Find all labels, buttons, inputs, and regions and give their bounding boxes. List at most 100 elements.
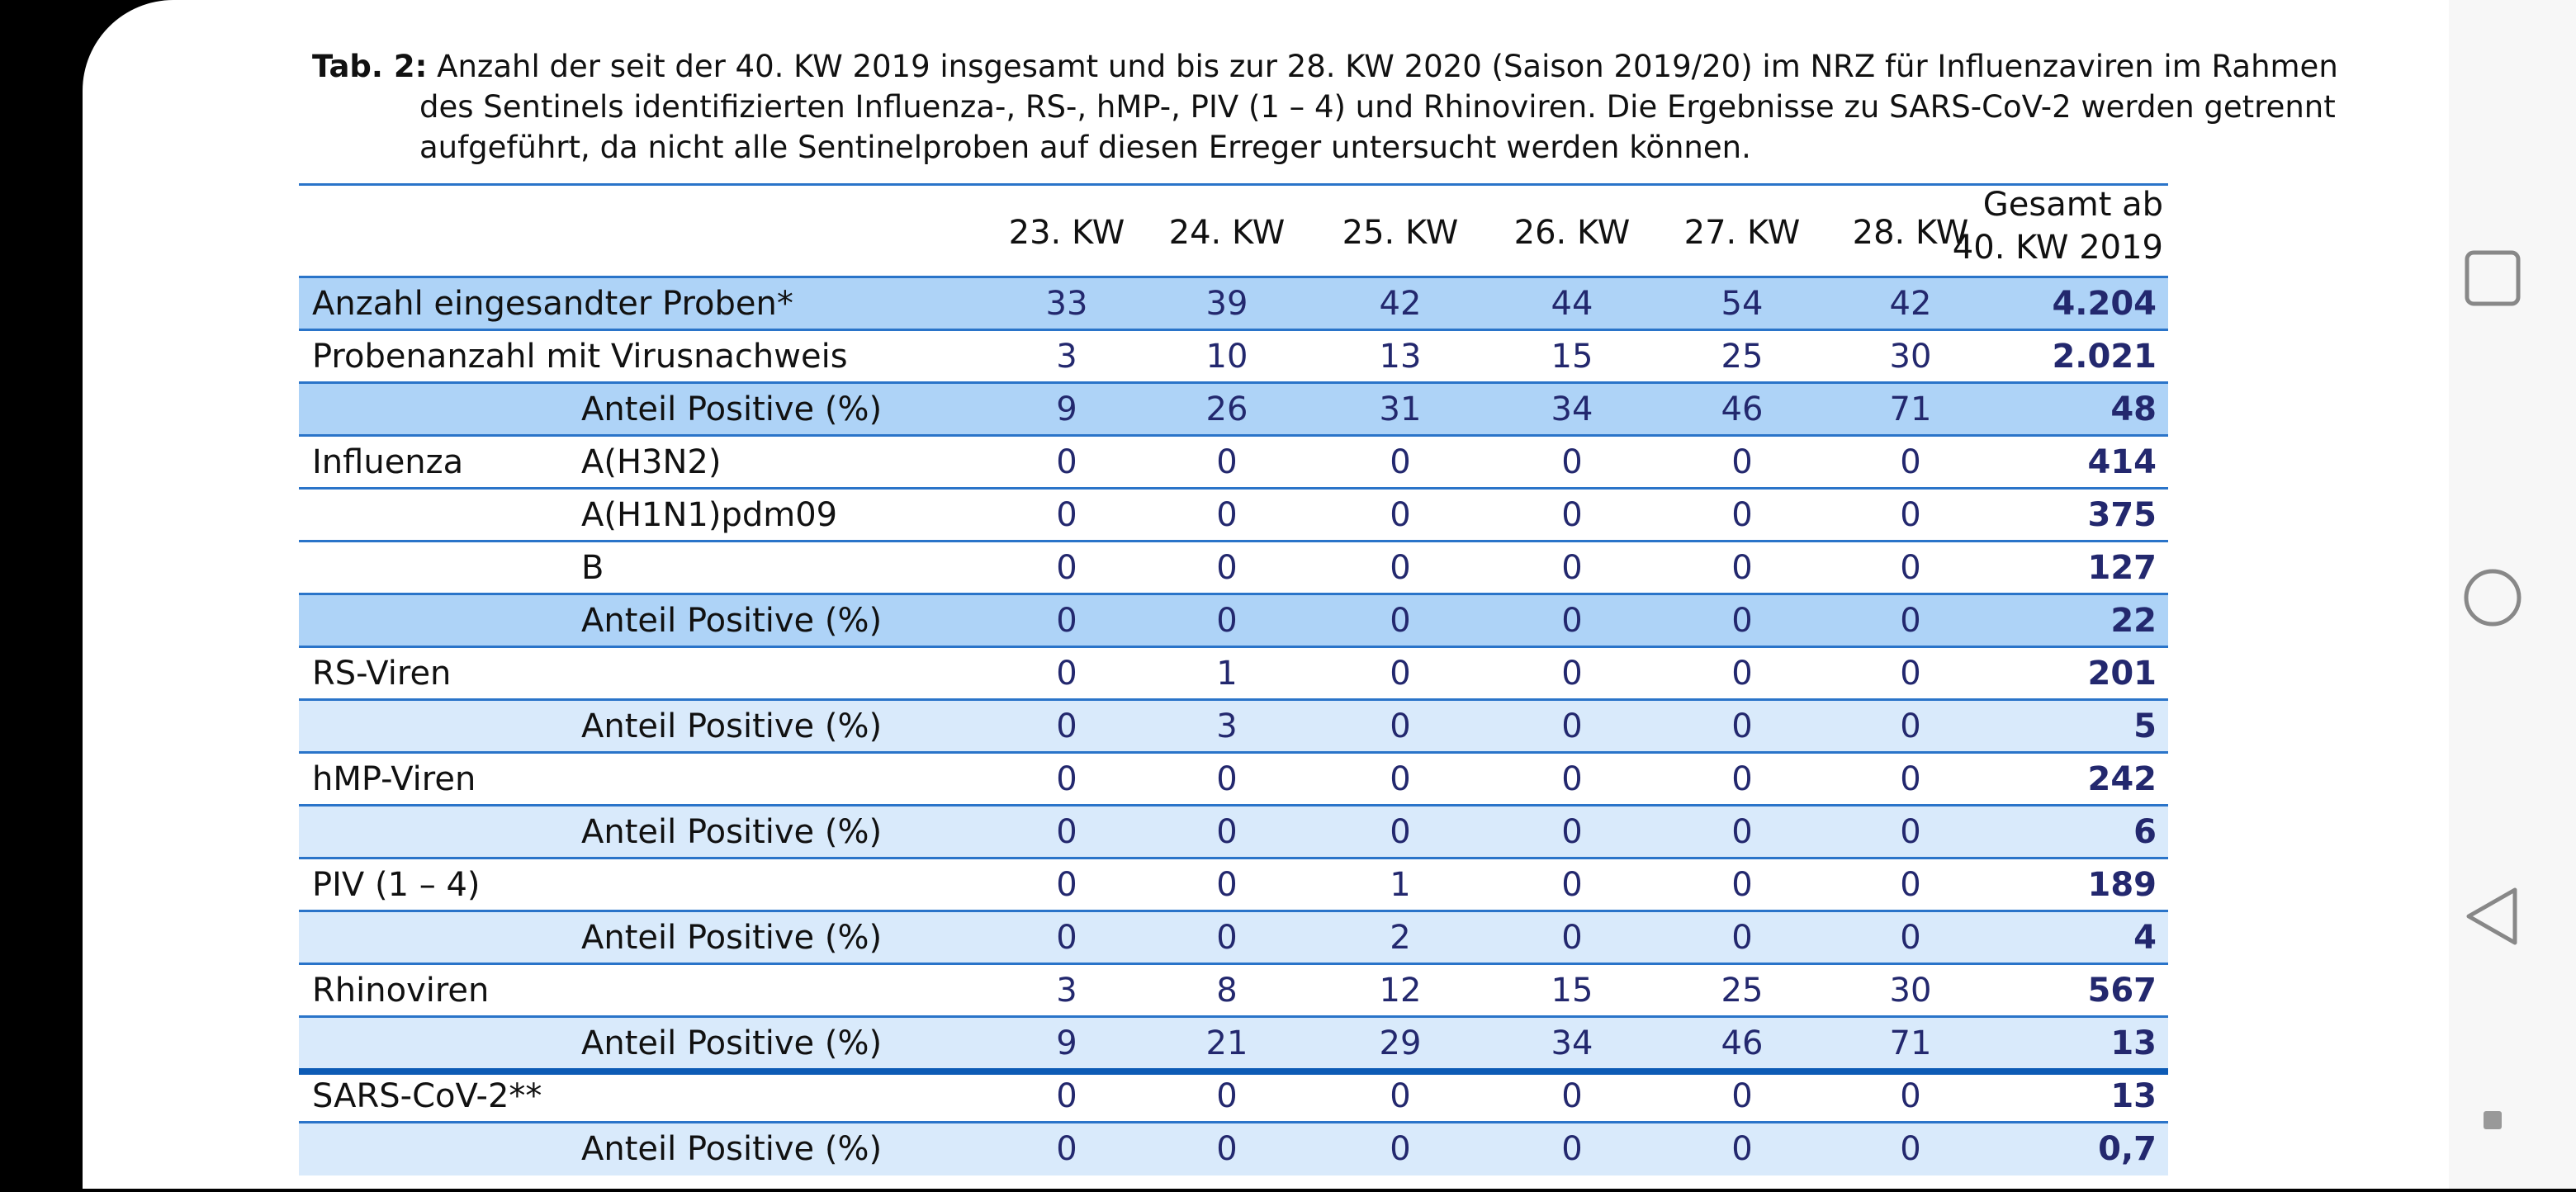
caption-text: Anzahl der seit der 40. KW 2019 insgesam… [419,49,2338,165]
row-label: Anzahl eingesandter Proben* [312,285,793,323]
table-cell: 0 [1731,443,1753,481]
table-cell: 0 [1731,602,1753,640]
row-sublabel: B [581,549,604,587]
table-cell: 13 [1379,338,1422,376]
table-cell: 2 [1390,919,1411,957]
table-cell: 0 [1390,443,1411,481]
table-cell: 0 [1561,496,1583,534]
row-rule [299,698,2168,701]
column-header: Gesamt ab 40. KW 2019 [1952,186,2163,267]
table-cell: 0 [1056,1077,1077,1115]
table-cell: 8 [1216,972,1238,1010]
table-cell: 0 [1900,602,1921,640]
table-cell: 33 [1045,285,1088,323]
row-label: Probenanzahl mit Virusnachweis [312,338,848,376]
table-cell: 0 [1561,602,1583,640]
row-sublabel: A(H3N2) [581,443,722,481]
table-caption: Tab. 2: Anzahl der seit der 40. KW 2019 … [312,46,2360,168]
row-label: Rhinoviren [312,972,490,1010]
table-cell: 0 [1731,866,1753,904]
row-rule [299,963,2168,965]
total-cell: 6 [2133,813,2157,851]
row-sublabel: A(H1N1)pdm09 [581,496,838,534]
row-rule [299,910,2168,912]
table-cell: 0 [1056,443,1077,481]
table-cell: 42 [1889,285,1932,323]
table-cell: 54 [1721,285,1764,323]
table-cell: 0 [1390,1130,1411,1168]
table-cell: 0 [1731,655,1753,693]
table-cell: 0 [1056,866,1077,904]
column-header: 27. KW [1683,214,1801,252]
row-shade [299,277,2168,330]
table-cell: 0 [1561,1130,1583,1168]
column-header: 26. KW [1513,214,1631,252]
table-cell: 0 [1900,919,1921,957]
nav-icons [2464,250,2522,1129]
row-rule [299,381,2168,384]
total-cell: 567 [2087,972,2157,1010]
table-cell: 31 [1379,390,1422,428]
total-cell: 13 [2110,1024,2157,1062]
recent-apps-button[interactable] [2465,250,2521,306]
table-cell: 0 [1056,813,1077,851]
total-cell: 48 [2110,390,2157,428]
table-cell: 0 [1731,1130,1753,1168]
table-cell: 9 [1056,1024,1077,1062]
caption-label: Tab. 2: [312,49,428,84]
row-label: Influenza [312,443,464,481]
row-sublabel: Anteil Positive (%) [581,1130,883,1168]
row-rule [299,1068,2168,1075]
row-label: RS-Viren [312,655,452,693]
column-header: 28. KW [1852,214,1969,252]
column-header: 24. KW [1168,214,1286,252]
total-cell: 5 [2133,707,2157,745]
total-cell: 0,7 [2098,1130,2157,1168]
row-rule [299,751,2168,754]
table-cell: 34 [1551,1024,1593,1062]
table-cell: 0 [1216,1077,1238,1115]
table-cell: 0 [1731,813,1753,851]
table-cell: 30 [1889,972,1932,1010]
table-cell: 0 [1561,707,1583,745]
table-cell: 0 [1900,443,1921,481]
back-button[interactable] [2466,887,2517,945]
table-cell: 0 [1731,496,1753,534]
row-shade [299,1017,2168,1070]
row-shade [299,383,2168,436]
row-shade [299,594,2168,647]
table-cell: 46 [1721,1024,1764,1062]
table-cell: 0 [1390,655,1411,693]
table-cell: 0 [1390,1077,1411,1115]
total-cell: 375 [2087,496,2157,534]
table-cell: 25 [1721,338,1764,376]
table-cell: 0 [1561,655,1583,693]
table-cell: 0 [1900,1077,1921,1115]
total-cell: 189 [2087,866,2157,904]
table-cell: 0 [1561,919,1583,957]
table-cell: 3 [1056,972,1077,1010]
table-cell: 0 [1216,919,1238,957]
table-top-rule [299,183,2168,186]
table-cell: 30 [1889,338,1932,376]
table-cell: 0 [1056,919,1077,957]
document-page: Tab. 2: Anzahl der seit der 40. KW 2019 … [83,0,2449,1189]
total-cell: 22 [2110,602,2157,640]
keyboard-button[interactable] [2484,1111,2502,1129]
table-cell: 0 [1216,496,1238,534]
row-rule [299,593,2168,595]
table-cell: 46 [1721,390,1764,428]
table-cell: 0 [1900,655,1921,693]
table-cell: 0 [1390,813,1411,851]
total-cell: 13 [2110,1077,2157,1115]
row-sublabel: Anteil Positive (%) [581,1024,883,1062]
row-sublabel: Anteil Positive (%) [581,813,883,851]
row-shade [299,806,2168,859]
row-sublabel: Anteil Positive (%) [581,707,883,745]
home-button[interactable] [2464,569,2522,627]
table-cell: 0 [1900,866,1921,904]
table-cell: 0 [1216,549,1238,587]
table-cell: 0 [1216,443,1238,481]
table-cell: 10 [1205,338,1248,376]
row-shade [299,700,2168,753]
